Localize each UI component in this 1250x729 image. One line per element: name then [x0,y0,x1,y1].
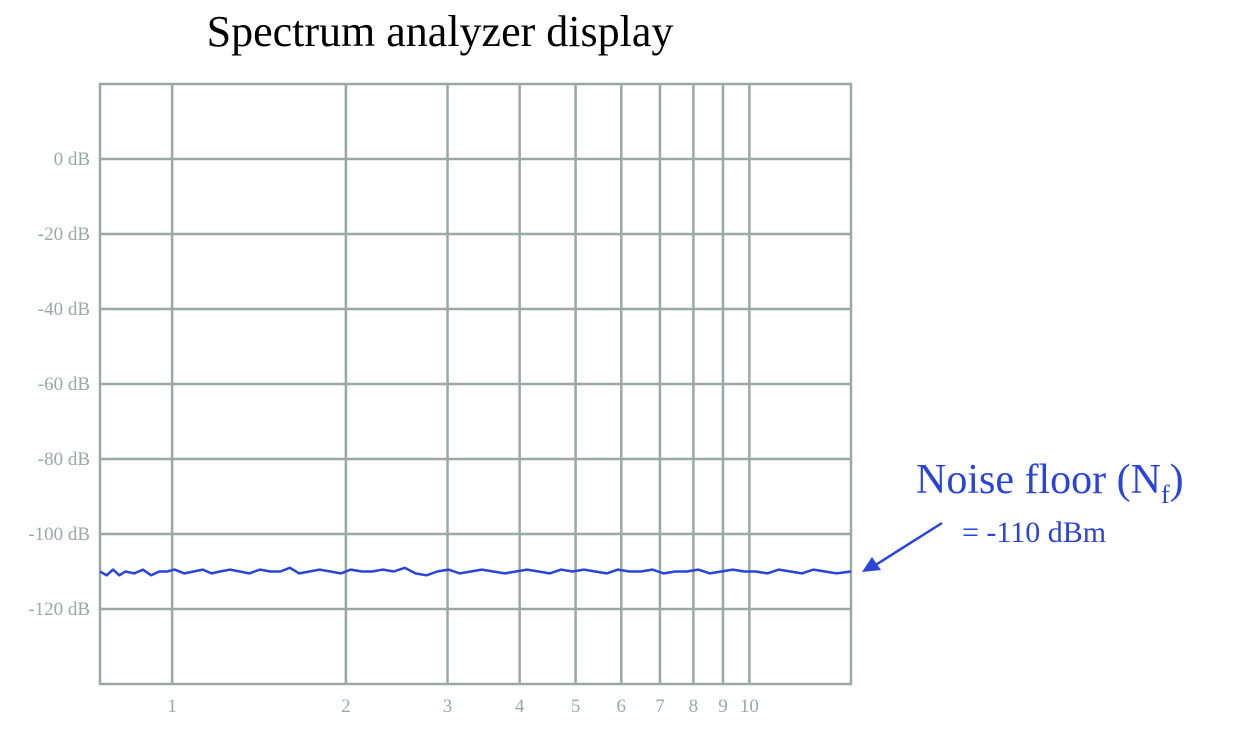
x-tick-label: 5 [571,696,581,717]
y-tick-label: -80 dB [38,449,90,470]
noise-floor-label-main: Noise floor (N [916,457,1161,503]
grid-layer [98,82,853,686]
x-tick-label: 7 [655,696,665,717]
noise-trace-line [99,566,852,577]
y-tick-label: -60 dB [38,374,90,395]
noise-floor-value: = -110 dBm [962,516,1107,549]
x-tick-label: 9 [718,696,728,717]
y-tick-labels: 0 dB -20 dB -40 dB -60 dB -80 dB -100 dB -120 … [28,149,90,620]
x-tick-label: 10 [740,696,759,717]
x-tick-labels: 1 2 3 4 5 6 7 8 9 10 [167,696,758,717]
y-tick-label: -20 dB [38,224,90,245]
arrow-head [862,557,881,572]
x-tick-label: 2 [341,696,351,717]
noise-floor-label: Noise floor (Nf) [916,456,1184,510]
noise-floor-arrow [862,521,943,572]
series-layer [99,566,852,577]
noise-floor-label-subscript: f [1160,480,1170,509]
x-tick-label: 1 [167,696,177,717]
y-tick-label: -40 dB [38,299,90,320]
chart-title: Spectrum analyzer display [206,7,674,56]
x-tick-label: 6 [617,696,627,717]
noise-floor-label-end: ) [1169,457,1184,503]
x-tick-label: 8 [689,696,699,717]
x-tick-label: 3 [443,696,453,717]
y-tick-label: -100 dB [28,524,90,545]
y-tick-label: 0 dB [54,149,90,170]
x-tick-label: 4 [515,696,525,717]
arrow-shaft [873,521,943,568]
y-tick-label: -120 dB [28,599,90,620]
